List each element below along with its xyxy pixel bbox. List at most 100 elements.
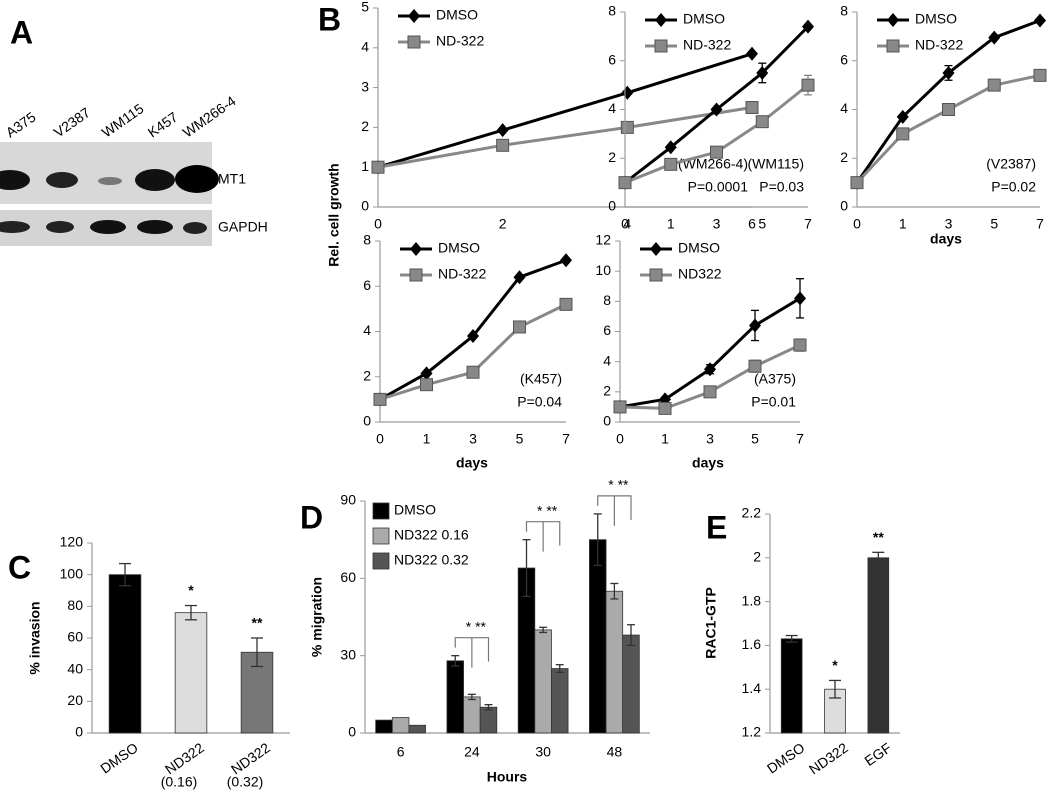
x-tick-label: 0 xyxy=(853,216,861,232)
x-axis-title: Hours xyxy=(487,769,528,785)
data-point xyxy=(420,378,433,392)
x-tick-label: DMSO xyxy=(97,739,141,776)
y-tick-label: 100 xyxy=(60,565,84,581)
y-tick-label: 8 xyxy=(363,232,371,248)
y-tick-label: 12 xyxy=(595,232,611,248)
x-tick-label: 24 xyxy=(464,744,480,760)
y-tick-label: 60 xyxy=(340,569,356,585)
significance-label: * ** xyxy=(608,477,629,493)
legend-marker xyxy=(655,13,667,27)
significance-label: * xyxy=(832,657,838,673)
data-point xyxy=(896,109,909,124)
x-tick-label: 3 xyxy=(713,216,721,232)
annotation: (A375) xyxy=(754,371,796,387)
band xyxy=(46,221,74,233)
annotation: P=0.02 xyxy=(991,179,1036,195)
x-tick-note: (0.16) xyxy=(161,774,198,790)
y-tick-label: 8 xyxy=(840,3,848,19)
annotation: (WM266-4) xyxy=(678,156,748,172)
panel-label: E xyxy=(706,509,727,545)
y-tick-label: 0 xyxy=(363,413,371,429)
data-point xyxy=(710,102,723,117)
legend-marker xyxy=(886,39,900,53)
panel-label: A xyxy=(10,14,33,50)
data-point xyxy=(756,65,769,80)
panel-label: C xyxy=(8,549,31,585)
x-tick-label: 6 xyxy=(397,744,405,760)
y-tick-label: 0 xyxy=(348,724,356,740)
y-tick-label: 2.2 xyxy=(742,505,762,521)
x-tick-label: 1 xyxy=(661,431,669,447)
x-axis-title: days xyxy=(930,231,962,247)
bar xyxy=(867,557,890,734)
data-point xyxy=(801,78,815,92)
blot-membrane xyxy=(0,142,212,204)
significance-label: ** xyxy=(252,615,263,631)
data-point xyxy=(658,401,672,415)
x-tick-label: 1 xyxy=(423,431,431,447)
data-point xyxy=(664,157,678,171)
legend-marker xyxy=(409,268,423,282)
x-tick-label: 0 xyxy=(374,216,382,232)
x-axis-title: days xyxy=(456,455,488,471)
y-tick-label: 10 xyxy=(595,262,611,278)
x-tick-label: 5 xyxy=(758,216,766,232)
x-tick-label: 48 xyxy=(607,744,623,760)
legend-label: DMSO xyxy=(436,7,478,23)
significance-bracket xyxy=(525,521,561,552)
y-tick-label: 1 xyxy=(361,158,369,174)
x-tick-label: ND322 xyxy=(162,739,207,777)
data-point xyxy=(745,101,759,114)
legend-label: DMSO xyxy=(915,11,957,27)
x-tick-label: 3 xyxy=(706,431,714,447)
data-point xyxy=(703,385,717,399)
annotation: (V2387) xyxy=(986,156,1036,172)
x-tick-note: (0.32) xyxy=(227,774,264,790)
band xyxy=(175,165,219,193)
legend-marker xyxy=(408,9,420,23)
legend-marker xyxy=(654,39,668,53)
bar xyxy=(551,668,569,734)
data-point xyxy=(896,127,910,141)
data-point xyxy=(794,291,806,306)
western-blot: A375 V2387 WM115 K457 WM266-4 MT1 GAPDH xyxy=(0,92,268,246)
significance-label: * ** xyxy=(466,618,487,634)
data-point xyxy=(513,270,526,285)
y-tick-label: 2 xyxy=(840,149,848,165)
band xyxy=(46,172,78,188)
legend-label: ND322 0.32 xyxy=(394,552,469,568)
data-point xyxy=(373,392,387,406)
x-tick-label: 5 xyxy=(751,431,759,447)
band xyxy=(0,170,30,190)
data-point xyxy=(749,318,761,333)
y-axis-title: Rel. cell growth xyxy=(326,163,342,266)
significance-bracket xyxy=(597,495,632,526)
y-tick-label: 3 xyxy=(361,78,369,94)
y-tick-label: 6 xyxy=(363,277,371,293)
y-tick-label: 8 xyxy=(603,292,611,308)
bar xyxy=(463,696,481,734)
y-tick-label: 20 xyxy=(67,692,83,708)
y-tick-label: 6 xyxy=(840,51,848,67)
x-tick-label: 1 xyxy=(667,216,675,232)
significance-bracket xyxy=(454,637,490,668)
y-tick-label: 1.8 xyxy=(742,592,762,608)
band-label: GAPDH xyxy=(218,219,268,235)
legend-swatch xyxy=(372,527,390,545)
x-tick-label: 7 xyxy=(1036,216,1044,232)
bar xyxy=(622,634,640,734)
bar xyxy=(391,717,410,734)
lane-label: A375 xyxy=(3,109,39,141)
series-line xyxy=(377,52,753,169)
annotation: P=0.0001 xyxy=(688,179,749,195)
x-tick-label: 7 xyxy=(796,431,804,447)
legend-marker xyxy=(650,242,662,256)
y-tick-label: 5 xyxy=(361,0,369,15)
legend-label: ND-322 xyxy=(915,37,963,53)
bar xyxy=(375,719,393,734)
data-point xyxy=(513,320,526,334)
band-label: MT1 xyxy=(218,171,246,187)
x-tick-label: 7 xyxy=(562,431,570,447)
y-tick-label: 0 xyxy=(840,198,848,214)
